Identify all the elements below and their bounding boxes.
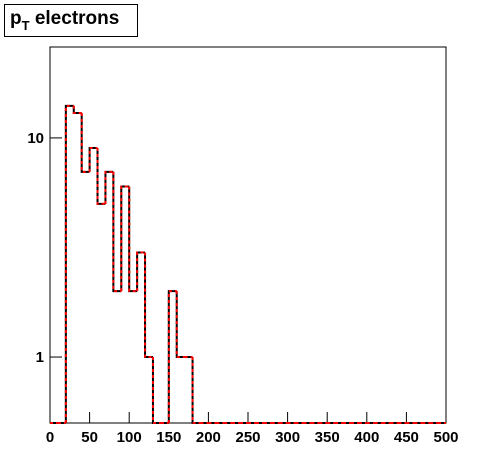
x-tick-label: 50: [81, 429, 98, 446]
title-rest: electrons: [30, 8, 120, 29]
histogram-bin: [72, 105, 82, 114]
y-tick-label: 1: [36, 349, 44, 366]
x-tick-label: 100: [117, 429, 142, 446]
chart-title: pT electrons: [10, 8, 119, 33]
histogram-bin: [136, 251, 146, 292]
x-tick-label: 150: [156, 429, 181, 446]
histogram-bin: [112, 171, 122, 293]
histogram-bin: [191, 357, 201, 424]
histogram-bin: [167, 290, 177, 423]
title-subscript: T: [22, 18, 30, 33]
title-box: [4, 4, 138, 37]
histogram-bin: [128, 186, 138, 293]
x-tick-label: 250: [235, 429, 260, 446]
histogram-bin: [80, 112, 90, 173]
x-tick-label: 450: [394, 429, 419, 446]
x-tick-label: 350: [315, 429, 340, 446]
x-tick-label: 0: [46, 429, 54, 446]
histogram-bin: [64, 104, 74, 423]
histogram-bin: [104, 170, 114, 204]
histogram-bin: [151, 357, 161, 424]
title-main: p: [10, 8, 22, 29]
histogram-bin: [96, 147, 106, 205]
x-tick-label: 300: [275, 429, 300, 446]
histogram-bin: [175, 291, 185, 359]
histogram-bin: [144, 252, 153, 359]
histogram-bin: [88, 146, 98, 172]
x-tick-label: 400: [354, 429, 379, 446]
x-tick-label: 500: [433, 429, 458, 446]
histogram-bin: [120, 185, 130, 292]
y-tick-label: 10: [27, 130, 44, 147]
x-tick-label: 200: [196, 429, 221, 446]
